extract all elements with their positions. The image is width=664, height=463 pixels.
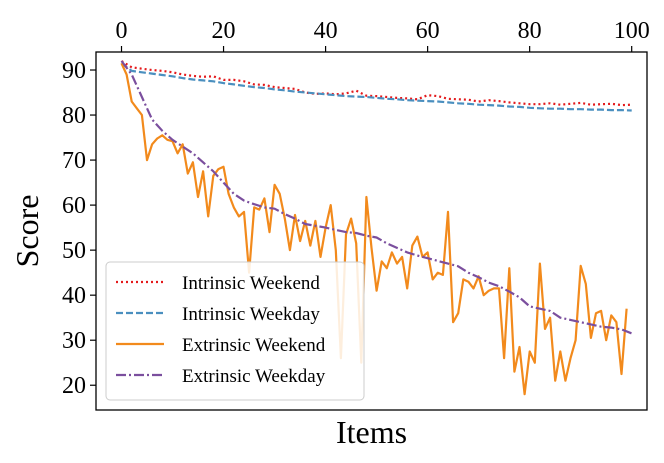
y-tick-label: 60 xyxy=(62,193,86,219)
x-tick-label: 60 xyxy=(416,18,440,44)
y-tick-label: 50 xyxy=(62,238,86,264)
y-tick-label: 70 xyxy=(62,148,86,174)
plot-frame xyxy=(95,51,648,411)
x-axis-ticks: 0 20 40 60 80 100 xyxy=(116,18,650,52)
y-tick-label: 30 xyxy=(62,328,86,354)
x-axis-label: Items xyxy=(336,414,407,450)
series-line-extrinsic-weekend xyxy=(120,62,628,396)
y-tick-label: 80 xyxy=(62,103,86,129)
y-tick-label: 20 xyxy=(62,373,86,399)
plot-series xyxy=(120,60,633,396)
legend-label: Extrinsic Weekend xyxy=(182,335,326,356)
x-tick-label: 0 xyxy=(116,18,128,44)
legend-label: Intrinsic Weekday xyxy=(182,304,320,325)
x-tick-label: 80 xyxy=(518,18,542,44)
x-tick-label: 100 xyxy=(614,18,650,44)
y-tick-label: 40 xyxy=(62,283,86,309)
legend-label: Extrinsic Weekday xyxy=(182,366,326,387)
y-axis-ticks: 20 30 40 50 60 70 80 90 xyxy=(62,58,96,399)
legend: Intrinsic Weekend Intrinsic Weekday Extrin… xyxy=(105,261,365,401)
series-line-intrinsic-weekend xyxy=(120,60,632,107)
series-line-extrinsic-weekday xyxy=(120,60,633,335)
x-tick-label: 20 xyxy=(212,18,236,44)
legend-label: Intrinsic Weekend xyxy=(182,273,320,294)
y-tick-label: 90 xyxy=(62,58,86,84)
y-axis-label: Score xyxy=(9,195,45,268)
x-tick-label: 40 xyxy=(314,18,338,44)
legend-box xyxy=(105,261,365,401)
